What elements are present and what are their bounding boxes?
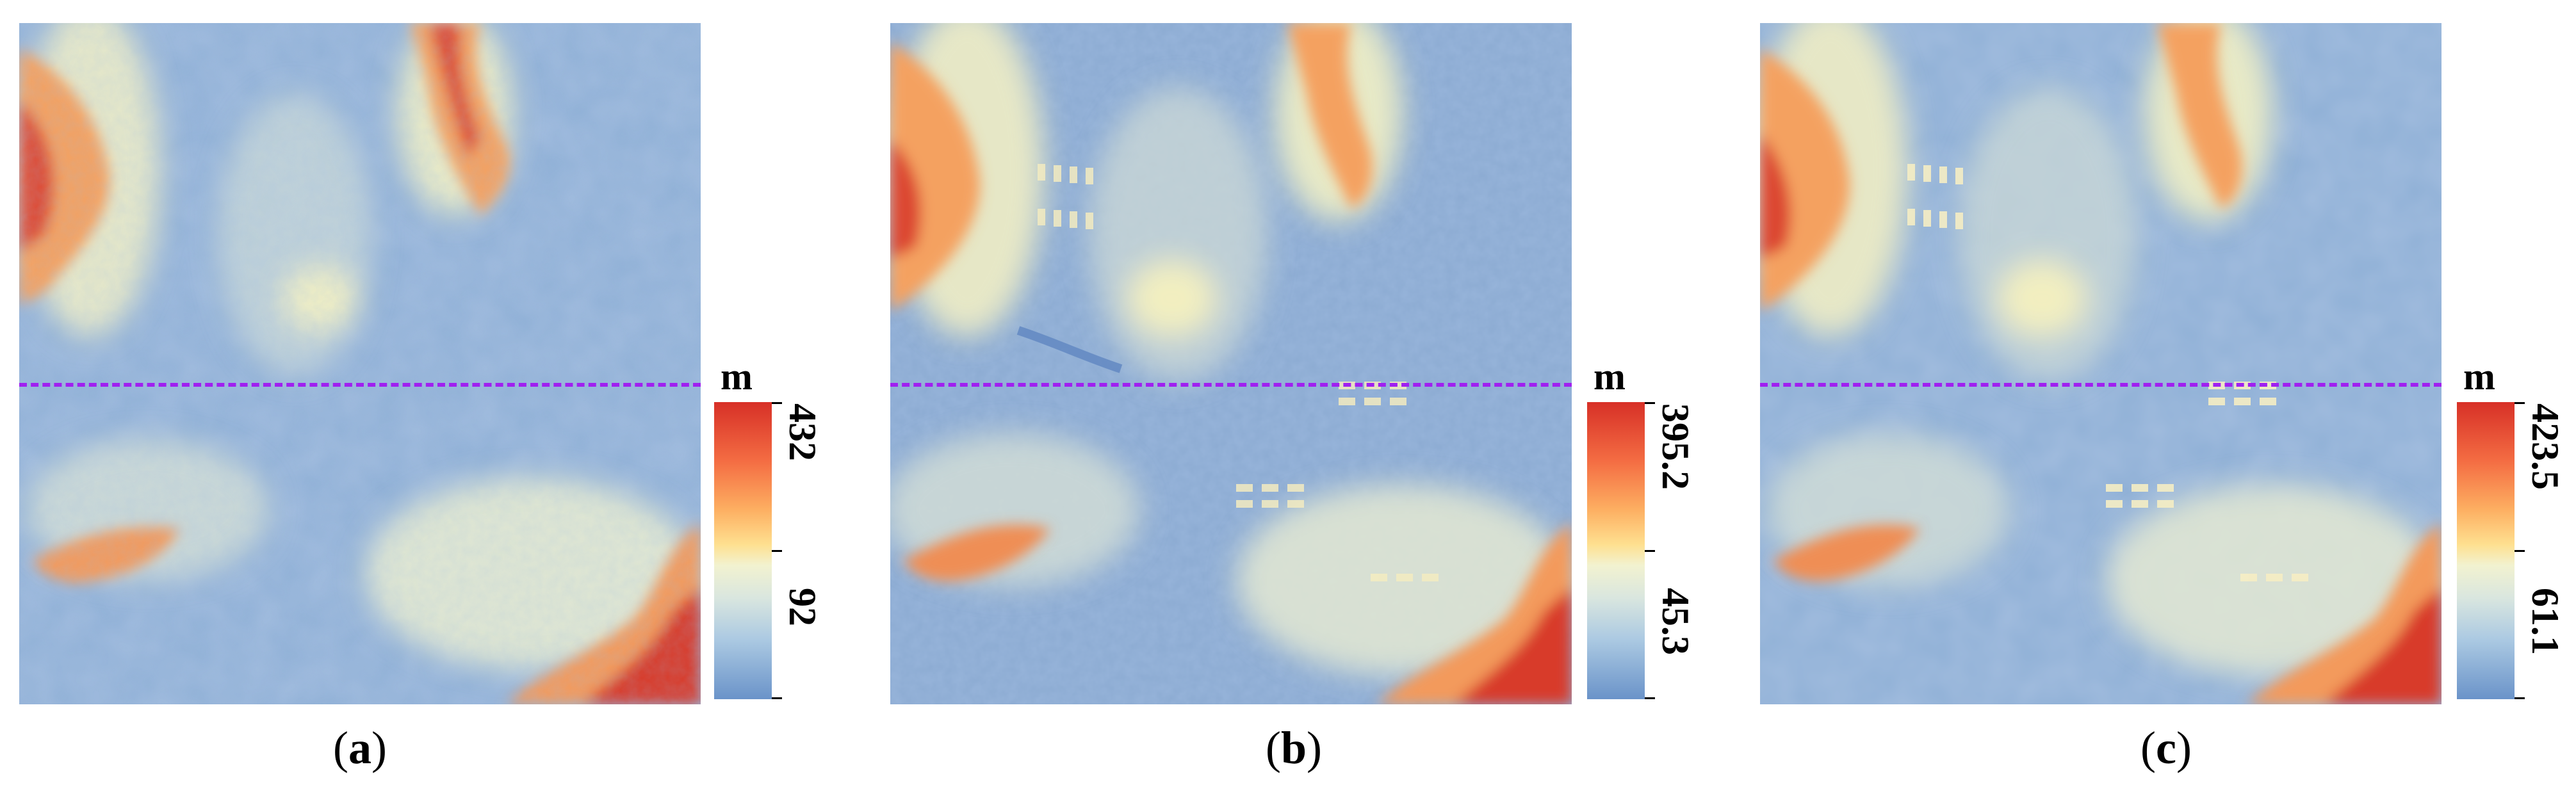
legend-min-label: 61.1 bbox=[2524, 588, 2566, 655]
legend-unit: m bbox=[2463, 355, 2495, 398]
legend-max-label: 395.2 bbox=[1654, 403, 1697, 490]
legend-tick bbox=[1645, 402, 1655, 404]
legend-unit: m bbox=[1594, 355, 1626, 398]
legend-min-label: 92 bbox=[781, 588, 824, 626]
panel-caption-b: (b) bbox=[1265, 722, 1322, 773]
legend-tick bbox=[1645, 550, 1655, 552]
profile-line bbox=[1760, 383, 2441, 387]
legend-tick bbox=[2515, 402, 2525, 404]
profile-line bbox=[890, 383, 1572, 387]
legend-tick bbox=[772, 402, 782, 404]
legend-min-label: 45.3 bbox=[1654, 588, 1697, 655]
color-legend-c: m 423.5 61.1 bbox=[2450, 357, 2576, 716]
elevation-map-c bbox=[1760, 23, 2441, 704]
caption-letter: b bbox=[1280, 722, 1307, 773]
color-ramp bbox=[1587, 402, 1645, 699]
color-legend-b: m 395.2 45.3 bbox=[1581, 357, 1811, 716]
legend-tick bbox=[2515, 697, 2525, 699]
panel-caption-c: (c) bbox=[2140, 722, 2192, 773]
color-ramp bbox=[2457, 402, 2515, 699]
legend-unit: m bbox=[721, 355, 753, 398]
legend-tick bbox=[772, 697, 782, 699]
legend-tick bbox=[2515, 550, 2525, 552]
legend-max-label: 432 bbox=[781, 403, 824, 461]
legend-tick bbox=[772, 550, 782, 552]
legend-tick bbox=[1645, 697, 1655, 699]
elevation-map-a bbox=[19, 23, 701, 704]
legend-max-label: 423.5 bbox=[2524, 403, 2566, 490]
caption-letter: c bbox=[2156, 722, 2176, 773]
panel-caption-a: (a) bbox=[333, 722, 387, 773]
elevation-map-b bbox=[890, 23, 1572, 704]
caption-letter: a bbox=[348, 722, 371, 773]
profile-line bbox=[19, 383, 701, 387]
color-ramp bbox=[714, 402, 772, 699]
color-legend-a: m 432 92 bbox=[708, 357, 938, 716]
